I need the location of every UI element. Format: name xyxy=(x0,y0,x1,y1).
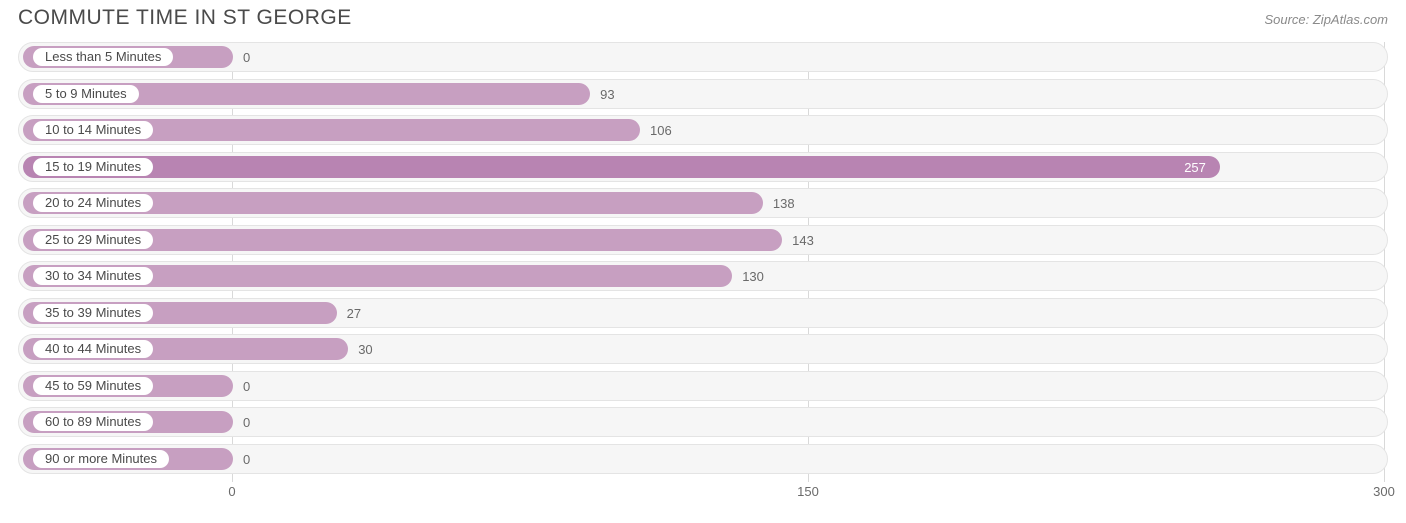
category-label: 35 to 39 Minutes xyxy=(33,304,153,322)
bar-row: 25 to 29 Minutes 143 xyxy=(18,225,1388,255)
category-label: 90 or more Minutes xyxy=(33,450,169,468)
bar xyxy=(23,156,1220,178)
x-axis-label: 0 xyxy=(228,484,235,499)
value-label: 0 xyxy=(243,445,250,475)
category-label: 25 to 29 Minutes xyxy=(33,231,153,249)
value-label: 0 xyxy=(243,372,250,402)
category-label: 20 to 24 Minutes xyxy=(33,194,153,212)
bar-row: Less than 5 Minutes 0 xyxy=(18,42,1388,72)
bar-row: 60 to 89 Minutes 0 xyxy=(18,407,1388,437)
value-label: 106 xyxy=(650,116,672,146)
bar-row: 20 to 24 Minutes 138 xyxy=(18,188,1388,218)
bar-row: 45 to 59 Minutes 0 xyxy=(18,371,1388,401)
bar-row: 10 to 14 Minutes 106 xyxy=(18,115,1388,145)
value-label: 257 xyxy=(1184,153,1206,183)
value-label: 130 xyxy=(742,262,764,292)
bar-row: 35 to 39 Minutes 27 xyxy=(18,298,1388,328)
value-label: 93 xyxy=(600,80,614,110)
value-label: 0 xyxy=(243,43,250,73)
bar-row: 40 to 44 Minutes 30 xyxy=(18,334,1388,364)
value-label: 30 xyxy=(358,335,372,365)
chart-plot: Less than 5 Minutes 0 5 to 9 Minutes 93 10 t… xyxy=(18,42,1388,482)
category-label: 30 to 34 Minutes xyxy=(33,267,153,285)
bar-row: 15 to 19 Minutes 257 xyxy=(18,152,1388,182)
category-label: 40 to 44 Minutes xyxy=(33,340,153,358)
category-label: 10 to 14 Minutes xyxy=(33,121,153,139)
chart-title: COMMUTE TIME IN ST GEORGE xyxy=(18,6,352,30)
x-axis-label: 300 xyxy=(1373,484,1395,499)
bar-row: 90 or more Minutes 0 xyxy=(18,444,1388,474)
value-label: 138 xyxy=(773,189,795,219)
x-axis: 0150300 xyxy=(18,482,1388,504)
chart-header: COMMUTE TIME IN ST GEORGE Source: ZipAtl… xyxy=(0,0,1406,34)
bar-row: 30 to 34 Minutes 130 xyxy=(18,261,1388,291)
value-label: 143 xyxy=(792,226,814,256)
category-label: 45 to 59 Minutes xyxy=(33,377,153,395)
category-label: 15 to 19 Minutes xyxy=(33,158,153,176)
bar-row: 5 to 9 Minutes 93 xyxy=(18,79,1388,109)
value-label: 27 xyxy=(347,299,361,329)
category-label: Less than 5 Minutes xyxy=(33,48,173,66)
chart-source: Source: ZipAtlas.com xyxy=(1264,12,1388,27)
category-label: 60 to 89 Minutes xyxy=(33,413,153,431)
category-label: 5 to 9 Minutes xyxy=(33,85,139,103)
value-label: 0 xyxy=(243,408,250,438)
chart-area: Less than 5 Minutes 0 5 to 9 Minutes 93 10 t… xyxy=(0,34,1406,504)
x-axis-label: 150 xyxy=(797,484,819,499)
